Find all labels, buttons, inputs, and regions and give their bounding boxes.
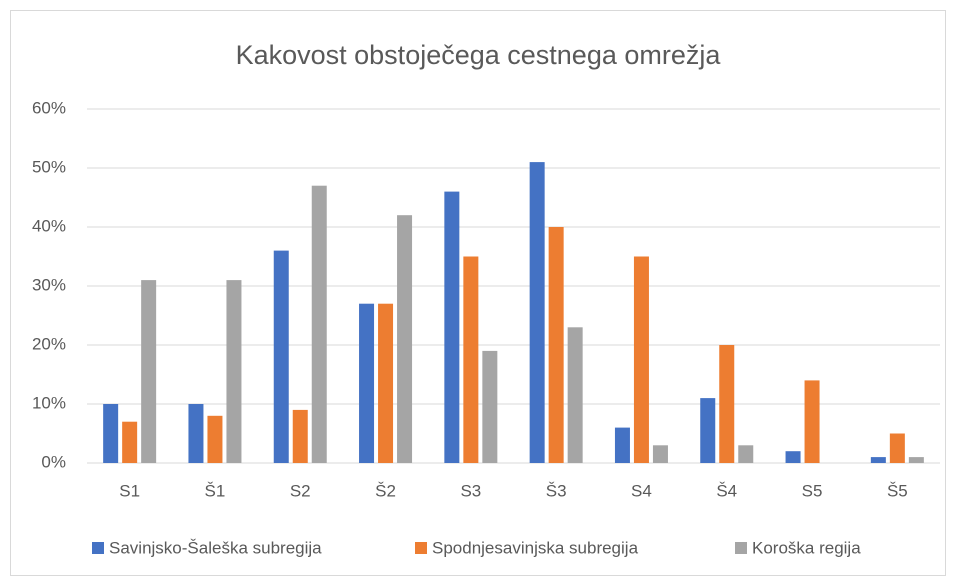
legend-label: Spodnjesavinjska subregija: [432, 538, 639, 557]
bar: [652, 445, 668, 463]
y-tick-label: 10%: [32, 393, 66, 412]
bar: [188, 404, 204, 463]
y-tick-label: 30%: [32, 275, 66, 294]
x-tick-label: Š3: [546, 481, 567, 500]
bar: [785, 451, 801, 463]
bar: [226, 280, 242, 463]
x-tick-label: Š1: [205, 481, 226, 500]
bar: [633, 256, 649, 463]
bar: [273, 250, 289, 463]
bar: [207, 415, 223, 463]
bar: [292, 409, 308, 463]
bar: [103, 404, 119, 463]
y-tick-label: 50%: [32, 157, 66, 176]
bar: [548, 227, 564, 463]
bar: [378, 303, 394, 463]
bar: [122, 421, 138, 463]
y-tick-label: 0%: [41, 452, 66, 471]
legend-swatch: [415, 542, 427, 554]
y-tick-label: 60%: [32, 98, 66, 117]
bar: [141, 280, 157, 463]
x-tick-label: Š4: [716, 481, 737, 500]
bar: [870, 457, 886, 463]
bar: [359, 303, 375, 463]
bar: [463, 256, 479, 463]
bar: [908, 457, 924, 463]
bar: [719, 345, 735, 463]
x-tick-label: S5: [802, 481, 823, 500]
bar: [738, 445, 754, 463]
bar: [889, 433, 905, 463]
bar: [311, 185, 327, 463]
x-tick-label: S3: [460, 481, 481, 500]
legend-label: Koroška regija: [752, 538, 861, 557]
bar: [444, 191, 460, 463]
chart-title: Kakovost obstoječega cestnega omrežja: [236, 40, 722, 70]
bar: [482, 350, 498, 463]
bar: [614, 427, 630, 463]
x-tick-label: S2: [290, 481, 311, 500]
y-tick-label: 20%: [32, 334, 66, 353]
legend-swatch: [735, 542, 747, 554]
bar: [567, 327, 583, 463]
bar: [700, 398, 716, 463]
bar: [529, 162, 545, 463]
x-tick-label: S1: [119, 481, 140, 500]
legend-swatch: [92, 542, 104, 554]
bar: [804, 380, 820, 463]
x-tick-label: S4: [631, 481, 652, 500]
legend-label: Savinjsko-Šaleška subregija: [109, 538, 322, 557]
bar: [397, 215, 413, 463]
y-tick-label: 40%: [32, 216, 66, 235]
x-tick-label: Š5: [887, 481, 908, 500]
x-tick-label: Š2: [375, 481, 396, 500]
